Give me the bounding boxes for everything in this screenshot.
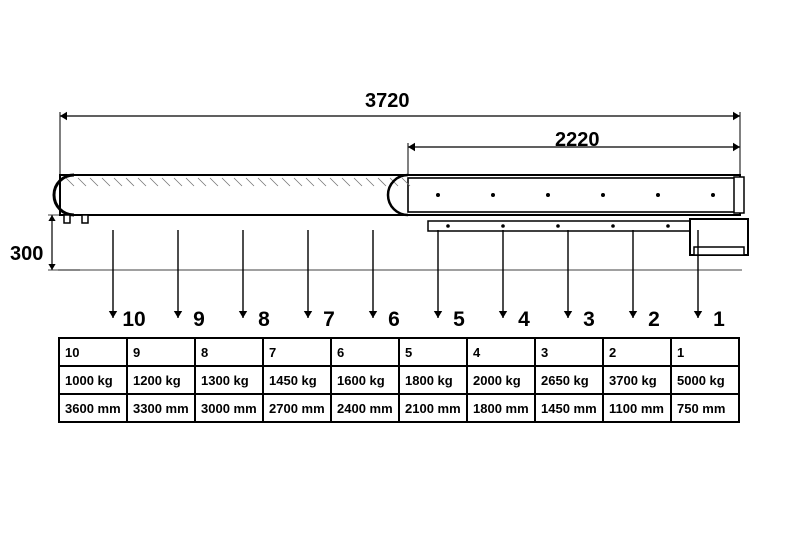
position-label: 7 bbox=[314, 308, 344, 332]
table-cell: 750 mm bbox=[671, 394, 739, 422]
position-label: 9 bbox=[184, 308, 214, 332]
table-cell: 3300 mm bbox=[127, 394, 195, 422]
table-cell: 1600 kg bbox=[331, 366, 399, 394]
table-cell: 3 bbox=[535, 338, 603, 366]
table-cell: 1000 kg bbox=[59, 366, 127, 394]
table-cell: 3700 kg bbox=[603, 366, 671, 394]
table-cell: 2 bbox=[603, 338, 671, 366]
position-label: 5 bbox=[444, 308, 474, 332]
table-cell: 3000 mm bbox=[195, 394, 263, 422]
position-label: 6 bbox=[379, 308, 409, 332]
position-label: 1 bbox=[704, 308, 734, 332]
diagram-canvas: 3720 2220 300 10987654321 10987654321100… bbox=[0, 0, 800, 560]
table-cell: 1200 kg bbox=[127, 366, 195, 394]
table-cell: 1450 mm bbox=[535, 394, 603, 422]
load-table: 109876543211000 kg1200 kg1300 kg1450 kg1… bbox=[58, 337, 740, 423]
table-cell: 1800 kg bbox=[399, 366, 467, 394]
table-cell: 2700 mm bbox=[263, 394, 331, 422]
table-cell: 5000 kg bbox=[671, 366, 739, 394]
table-cell: 7 bbox=[263, 338, 331, 366]
table-cell: 1450 kg bbox=[263, 366, 331, 394]
dim-total-width: 3720 bbox=[365, 90, 410, 113]
table-cell: 5 bbox=[399, 338, 467, 366]
table-cell: 1 bbox=[671, 338, 739, 366]
position-label: 2 bbox=[639, 308, 669, 332]
table-cell: 3600 mm bbox=[59, 394, 127, 422]
table-cell: 1800 mm bbox=[467, 394, 535, 422]
dim-height: 300 bbox=[10, 243, 43, 266]
table-cell: 2100 mm bbox=[399, 394, 467, 422]
table-cell: 2000 kg bbox=[467, 366, 535, 394]
table-cell: 1100 mm bbox=[603, 394, 671, 422]
table-cell: 10 bbox=[59, 338, 127, 366]
dim-inner-width: 2220 bbox=[555, 129, 600, 152]
position-label: 3 bbox=[574, 308, 604, 332]
position-label: 10 bbox=[119, 308, 149, 332]
table-cell: 2400 mm bbox=[331, 394, 399, 422]
table-cell: 2650 kg bbox=[535, 366, 603, 394]
table-cell: 8 bbox=[195, 338, 263, 366]
table-cell: 1300 kg bbox=[195, 366, 263, 394]
technical-drawing bbox=[0, 0, 800, 560]
position-label: 4 bbox=[509, 308, 539, 332]
table-cell: 6 bbox=[331, 338, 399, 366]
position-label: 8 bbox=[249, 308, 279, 332]
table-cell: 4 bbox=[467, 338, 535, 366]
table-cell: 9 bbox=[127, 338, 195, 366]
